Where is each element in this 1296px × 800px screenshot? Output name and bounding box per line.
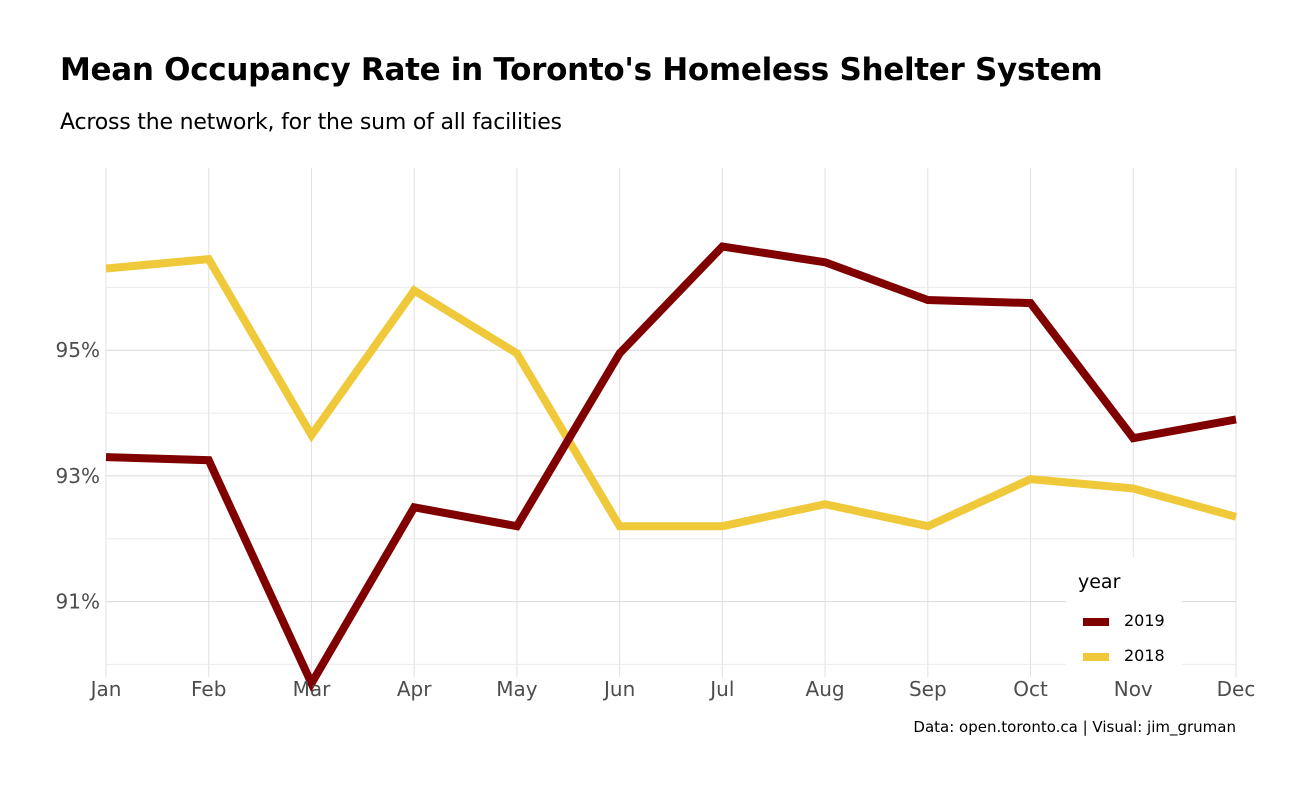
x-tick-label: Feb: [191, 677, 226, 701]
x-tick-label: Nov: [1114, 677, 1153, 701]
series-line-2018: [105, 254, 1238, 531]
y-tick-label: 95%: [56, 338, 100, 362]
axis-tick-labels: 91% 93% 95% Jan Feb Mar Apr May Jun Jul Aug Sep Oct N…: [56, 338, 1256, 701]
x-tick-label: Oct: [1013, 677, 1048, 701]
x-tick-label: Apr: [397, 677, 432, 701]
legend-key-2019: [1083, 618, 1109, 626]
series-line-2019: [105, 242, 1237, 692]
x-tick-label: Jul: [708, 677, 734, 701]
x-tick-label: Dec: [1217, 677, 1256, 701]
series-lines: [105, 242, 1238, 692]
x-tick-label: Jan: [89, 677, 122, 701]
x-tick-label: Jun: [602, 677, 635, 701]
chart-subtitle: Across the network, for the sum of all f…: [60, 110, 562, 135]
x-tick-label: Aug: [806, 677, 845, 701]
chart-caption: Data: open.toronto.ca | Visual: jim_grum…: [913, 718, 1236, 736]
y-tick-label: 93%: [56, 464, 100, 488]
legend-key-2018: [1083, 653, 1109, 661]
legend-label-2018: 2018: [1124, 646, 1165, 665]
chart-title: Mean Occupancy Rate in Toronto's Homeles…: [60, 52, 1103, 88]
x-tick-label: Sep: [909, 677, 947, 701]
legend-item-2019: 2019: [1080, 611, 1180, 635]
y-tick-label: 91%: [56, 590, 100, 614]
legend-label-2019: 2019: [1124, 611, 1165, 630]
legend-title: year: [1078, 571, 1121, 593]
legend-item-2018: 2018: [1080, 646, 1180, 670]
x-tick-label: May: [496, 677, 538, 701]
x-tick-label: Mar: [293, 677, 332, 701]
legend: year 2019 2018: [1066, 557, 1182, 677]
